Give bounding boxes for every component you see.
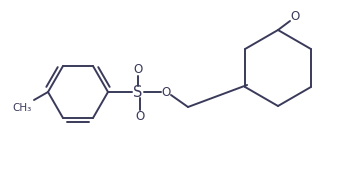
Text: O: O [161,85,171,99]
Text: O: O [135,110,145,123]
Text: CH₃: CH₃ [13,103,32,113]
Text: O: O [134,62,142,76]
Text: S: S [133,84,143,99]
Text: O: O [290,9,300,23]
